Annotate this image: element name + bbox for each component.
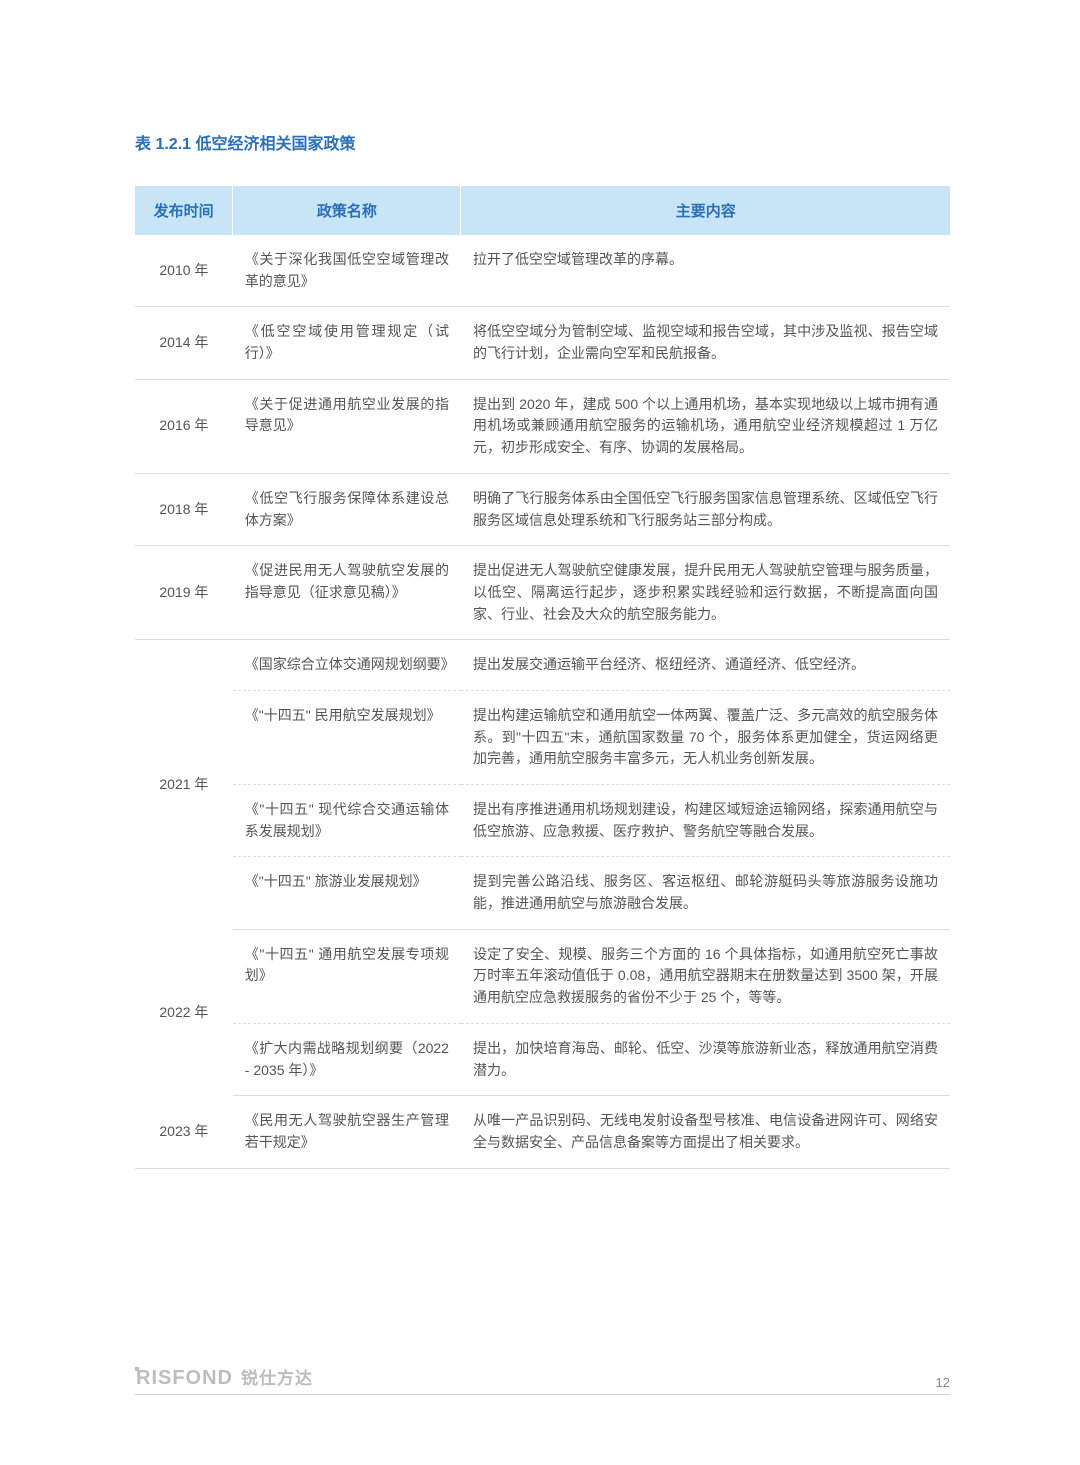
content-cell: 提出构建运输航空和通用航空一体两翼、覆盖广泛、多元高效的航空服务体系。到"十四五… [461,690,950,784]
page-number: 12 [936,1375,950,1390]
policy-cell: 《民用无人驾驶航空器生产管理若干规定》 [233,1096,461,1168]
content-cell: 明确了飞行服务体系由全国低空飞行服务国家信息管理系统、区域低空飞行服务区域信息处… [461,473,950,545]
year-cell: 2016 年 [135,379,233,473]
year-cell: 2021 年 [135,640,233,930]
table-row: 《扩大内需战略规划纲要（2022 - 2035 年）》提出，加快培育海岛、邮轮、… [135,1023,950,1095]
table-row: 2010 年《关于深化我国低空空域管理改革的意见》拉开了低空空域管理改革的序幕。 [135,235,950,307]
year-cell: 2014 年 [135,307,233,379]
year-cell: 2010 年 [135,235,233,307]
policy-cell: 《"十四五" 民用航空发展规划》 [233,690,461,784]
table-header-row: 发布时间 政策名称 主要内容 [135,186,950,235]
footer-divider: 12 [135,1394,950,1395]
content-cell: 从唯一产品识别码、无线电发射设备型号核准、电信设备进网许可、网络安全与数据安全、… [461,1096,950,1168]
table-row: 2019 年《促进民用无人驾驶航空发展的指导意见（征求意见稿）》提出促进无人驾驶… [135,546,950,640]
table-row: 2018 年《低空飞行服务保障体系建设总体方案》明确了飞行服务体系由全国低空飞行… [135,473,950,545]
policy-cell: 《国家综合立体交通网规划纲要》 [233,640,461,691]
page-footer: RISFOND 锐仕方达 12 [0,1364,1080,1395]
table-row: 《"十四五" 现代综合交通运输体系发展规划》提出有序推进通用机场规划建设，构建区… [135,785,950,857]
policy-cell: 《低空空域使用管理规定（试行）》 [233,307,461,379]
content-cell: 提出促进无人驾驶航空健康发展，提升民用无人驾驶航空管理与服务质量，以低空、隔离运… [461,546,950,640]
table-row: 2021 年《国家综合立体交通网规划纲要》提出发展交通运输平台经济、枢纽经济、通… [135,640,950,691]
content-cell: 提出发展交通运输平台经济、枢纽经济、通道经济、低空经济。 [461,640,950,691]
year-cell: 2022 年 [135,929,233,1095]
policy-cell: 《促进民用无人驾驶航空发展的指导意见（征求意见稿）》 [233,546,461,640]
year-cell: 2018 年 [135,473,233,545]
policy-cell: 《"十四五" 现代综合交通运输体系发展规划》 [233,785,461,857]
policy-cell: 《关于促进通用航空业发展的指导意见》 [233,379,461,473]
header-policy: 政策名称 [233,186,461,235]
header-content: 主要内容 [461,186,950,235]
table-row: 《"十四五" 旅游业发展规划》提到完善公路沿线、服务区、客运枢纽、邮轮游艇码头等… [135,857,950,929]
content-cell: 提出有序推进通用机场规划建设，构建区域短途运输网络，探索通用航空与低空旅游、应急… [461,785,950,857]
policy-cell: 《"十四五" 旅游业发展规划》 [233,857,461,929]
logo-cn: 锐仕方达 [241,1364,313,1389]
table-row: 2022 年《"十四五" 通用航空发展专项规划》设定了安全、规模、服务三个方面的… [135,929,950,1023]
policy-cell: 《"十四五" 通用航空发展专项规划》 [233,929,461,1023]
content-cell: 拉开了低空空域管理改革的序幕。 [461,235,950,307]
footer-logo: RISFOND 锐仕方达 [135,1364,950,1390]
policy-table: 发布时间 政策名称 主要内容 2010 年《关于深化我国低空空域管理改革的意见》… [135,186,950,1169]
year-cell: 2023 年 [135,1096,233,1168]
policy-cell: 《关于深化我国低空空域管理改革的意见》 [233,235,461,307]
content-cell: 将低空空域分为管制空域、监视空域和报告空域，其中涉及监视、报告空域的飞行计划，企… [461,307,950,379]
logo-dot-icon [135,1367,139,1371]
table-row: 2014 年《低空空域使用管理规定（试行）》将低空空域分为管制空域、监视空域和报… [135,307,950,379]
logo-en: RISFOND [135,1367,233,1390]
content-cell: 提出到 2020 年，建成 500 个以上通用机场，基本实现地级以上城市拥有通用… [461,379,950,473]
table-row: 2023 年《民用无人驾驶航空器生产管理若干规定》从唯一产品识别码、无线电发射设… [135,1096,950,1168]
table-row: 2016 年《关于促进通用航空业发展的指导意见》提出到 2020 年，建成 50… [135,379,950,473]
year-cell: 2019 年 [135,546,233,640]
content-cell: 提出，加快培育海岛、邮轮、低空、沙漠等旅游新业态，释放通用航空消费潜力。 [461,1023,950,1095]
policy-cell: 《低空飞行服务保障体系建设总体方案》 [233,473,461,545]
content-cell: 设定了安全、规模、服务三个方面的 16 个具体指标，如通用航空死亡事故万时率五年… [461,929,950,1023]
header-year: 发布时间 [135,186,233,235]
policy-cell: 《扩大内需战略规划纲要（2022 - 2035 年）》 [233,1023,461,1095]
table-row: 《"十四五" 民用航空发展规划》提出构建运输航空和通用航空一体两翼、覆盖广泛、多… [135,690,950,784]
content-cell: 提到完善公路沿线、服务区、客运枢纽、邮轮游艇码头等旅游服务设施功能，推进通用航空… [461,857,950,929]
table-caption: 表 1.2.1 低空经济相关国家政策 [135,130,950,154]
